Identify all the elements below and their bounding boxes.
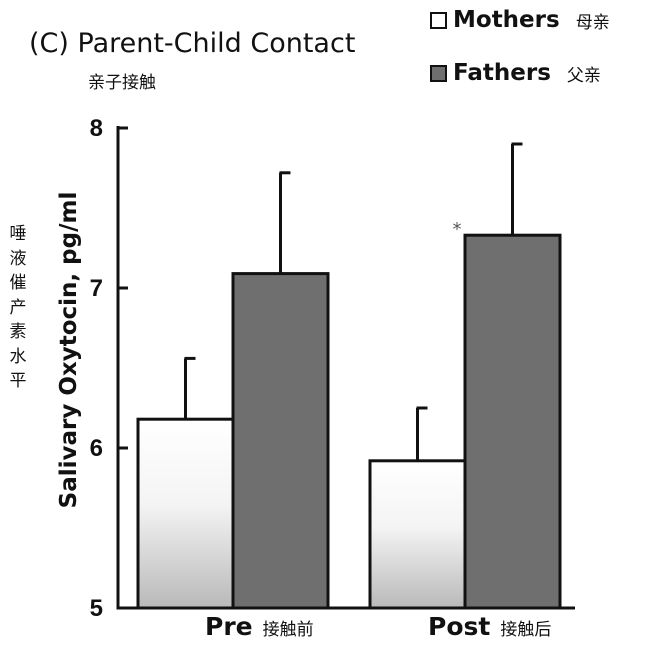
bar-mothers-post (368, 459, 467, 610)
legend-label-fathers-cn: 父亲 (566, 65, 601, 86)
x-category-pre: Pre 接触前 (205, 612, 314, 641)
legend-item-mothers: Mothers 母亲 (430, 5, 610, 35)
y-axis-label-cn: 唾液催产素水平 (9, 224, 27, 391)
x-tick-label-post-cn: 接触后 (500, 620, 552, 640)
x-category-post: Post 接触后 (428, 612, 551, 641)
x-tick-label-pre-cn: 接触前 (262, 620, 314, 640)
legend-swatch-mothers (430, 11, 447, 29)
legend-label-mothers: Mothers (453, 7, 560, 33)
bar-fathers-post (463, 233, 562, 610)
chart-title: (C) Parent-Child Contact (29, 28, 356, 59)
x-tick-label-post: Post (428, 612, 491, 641)
legend-label-mothers-cn: 母亲 (575, 12, 610, 33)
x-tick-label-pre: Pre (205, 612, 253, 641)
legend-label-fathers: Fathers (453, 60, 551, 86)
y-tick-label-6: 6 (90, 435, 103, 462)
y-tick-label-8: 8 (90, 115, 103, 142)
bar-mothers-pre (136, 417, 235, 610)
y-tick-label-5: 5 (90, 595, 103, 622)
significance-marker: * (453, 219, 462, 240)
bar-fathers-pre (231, 272, 330, 610)
chart-title-cn: 亲子接触 (88, 73, 156, 93)
legend-item-fathers: Fathers 父亲 (430, 58, 601, 88)
y-tick-label-7: 7 (90, 275, 103, 302)
legend-swatch-fathers (430, 64, 447, 82)
